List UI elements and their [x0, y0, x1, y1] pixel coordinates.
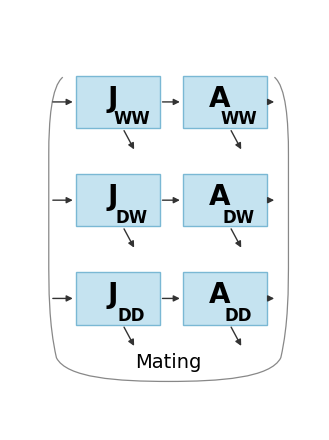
- Text: Mating: Mating: [136, 353, 202, 372]
- Text: A: A: [209, 84, 230, 113]
- Text: A: A: [209, 281, 230, 309]
- FancyBboxPatch shape: [76, 272, 160, 325]
- FancyBboxPatch shape: [183, 76, 267, 128]
- Text: WW: WW: [220, 110, 257, 128]
- Text: J: J: [107, 84, 118, 113]
- Text: J: J: [107, 183, 118, 211]
- FancyBboxPatch shape: [183, 174, 267, 227]
- Text: J: J: [107, 281, 118, 309]
- FancyBboxPatch shape: [183, 272, 267, 325]
- Text: DD: DD: [118, 307, 145, 325]
- Text: WW: WW: [113, 110, 150, 128]
- Text: DW: DW: [115, 209, 148, 227]
- Text: DW: DW: [223, 209, 255, 227]
- Text: A: A: [209, 183, 230, 211]
- FancyBboxPatch shape: [76, 76, 160, 128]
- FancyBboxPatch shape: [76, 174, 160, 227]
- Text: DD: DD: [225, 307, 252, 325]
